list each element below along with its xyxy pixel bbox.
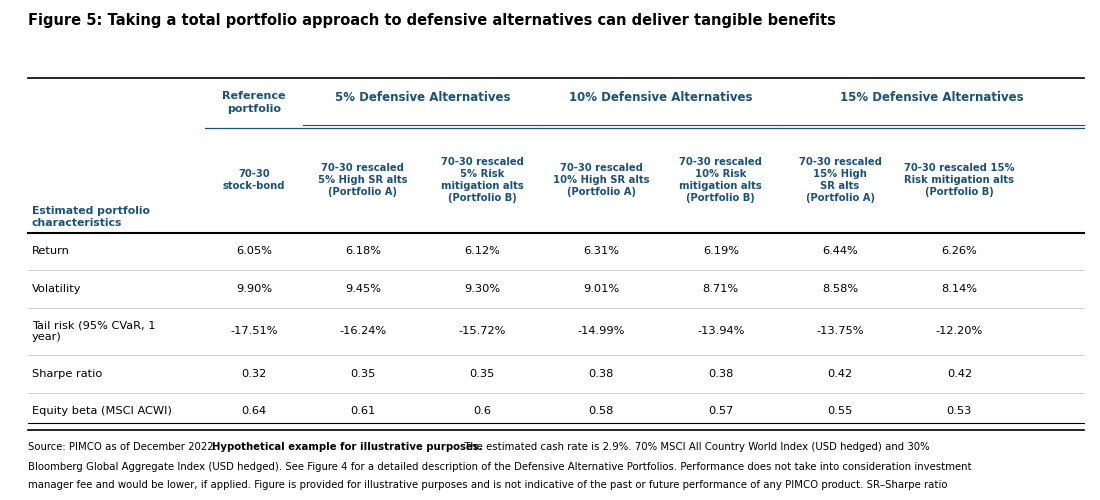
Text: 9.30%: 9.30% — [464, 284, 500, 294]
Text: 0.58: 0.58 — [588, 406, 614, 416]
Text: Sharpe ratio: Sharpe ratio — [32, 368, 102, 379]
Text: 0.57: 0.57 — [708, 406, 734, 416]
Text: 70-30 rescaled
15% High
SR alts
(Portfolio A): 70-30 rescaled 15% High SR alts (Portfol… — [799, 157, 881, 203]
Text: 70-30 rescaled
5% High SR alts
(Portfolio A): 70-30 rescaled 5% High SR alts (Portfoli… — [318, 163, 407, 197]
Text: Tail risk (95% CVaR, 1
year): Tail risk (95% CVaR, 1 year) — [32, 320, 155, 342]
Text: Figure 5: Taking a total portfolio approach to defensive alternatives can delive: Figure 5: Taking a total portfolio appro… — [28, 12, 835, 28]
Text: 6.05%: 6.05% — [236, 246, 272, 256]
Text: -17.51%: -17.51% — [230, 326, 278, 336]
Text: 0.53: 0.53 — [947, 406, 972, 416]
Text: Hypothetical example for illustrative purposes.: Hypothetical example for illustrative pu… — [212, 442, 483, 452]
Text: -14.99%: -14.99% — [578, 326, 625, 336]
Text: Equity beta (MSCI ACWI): Equity beta (MSCI ACWI) — [32, 406, 172, 416]
Text: 70-30 rescaled
10% High SR alts
(Portfolio A): 70-30 rescaled 10% High SR alts (Portfol… — [553, 163, 650, 197]
Text: 70-30
stock-bond: 70-30 stock-bond — [223, 169, 285, 191]
Text: -13.75%: -13.75% — [816, 326, 864, 336]
Text: 6.12%: 6.12% — [464, 246, 500, 256]
Text: 8.58%: 8.58% — [822, 284, 858, 294]
Text: Reference
portfolio: Reference portfolio — [222, 92, 286, 114]
Text: 0.42: 0.42 — [827, 368, 853, 379]
Text: Source: PIMCO as of December 2022.: Source: PIMCO as of December 2022. — [28, 442, 220, 452]
Text: 70-30 rescaled
10% Risk
mitigation alts
(Portfolio B): 70-30 rescaled 10% Risk mitigation alts … — [680, 157, 762, 203]
Text: 6.18%: 6.18% — [344, 246, 381, 256]
Text: Estimated portfolio
characteristics: Estimated portfolio characteristics — [32, 206, 150, 229]
Text: 70-30 rescaled
5% Risk
mitigation alts
(Portfolio B): 70-30 rescaled 5% Risk mitigation alts (… — [441, 157, 524, 203]
Text: -16.24%: -16.24% — [339, 326, 386, 336]
Text: 15% Defensive Alternatives: 15% Defensive Alternatives — [840, 91, 1024, 104]
Text: 5% Defensive Alternatives: 5% Defensive Alternatives — [334, 91, 510, 104]
Text: 9.90%: 9.90% — [235, 284, 272, 294]
Text: 0.55: 0.55 — [827, 406, 853, 416]
Text: 10% Defensive Alternatives: 10% Defensive Alternatives — [570, 91, 752, 104]
Text: 9.01%: 9.01% — [583, 284, 619, 294]
Text: Return: Return — [32, 246, 69, 256]
Text: manager fee and would be lower, if applied. Figure is provided for illustrative : manager fee and would be lower, if appli… — [28, 480, 947, 490]
Text: 6.26%: 6.26% — [942, 246, 977, 256]
Text: 6.19%: 6.19% — [703, 246, 739, 256]
Text: 70-30 rescaled 15%
Risk mitigation alts
(Portfolio B): 70-30 rescaled 15% Risk mitigation alts … — [904, 163, 1014, 197]
Text: 0.35: 0.35 — [350, 368, 375, 379]
Text: -15.72%: -15.72% — [459, 326, 506, 336]
Text: 6.31%: 6.31% — [583, 246, 619, 256]
Text: 0.61: 0.61 — [350, 406, 375, 416]
Text: The estimated cash rate is 2.9%. 70% MSCI All Country World Index (USD hedged) a: The estimated cash rate is 2.9%. 70% MSC… — [461, 442, 930, 452]
Text: 0.38: 0.38 — [708, 368, 734, 379]
Text: Bloomberg Global Aggregate Index (USD hedged). See Figure 4 for a detailed descr: Bloomberg Global Aggregate Index (USD he… — [28, 462, 971, 471]
Text: 0.32: 0.32 — [241, 368, 266, 379]
Text: -12.20%: -12.20% — [936, 326, 983, 336]
Text: -13.94%: -13.94% — [697, 326, 745, 336]
Text: 0.64: 0.64 — [241, 406, 266, 416]
Text: 0.6: 0.6 — [473, 406, 491, 416]
Text: 9.45%: 9.45% — [344, 284, 381, 294]
Text: 0.38: 0.38 — [588, 368, 614, 379]
Text: 8.71%: 8.71% — [703, 284, 739, 294]
Text: Volatility: Volatility — [32, 284, 81, 294]
Text: 6.44%: 6.44% — [822, 246, 858, 256]
Text: 8.14%: 8.14% — [942, 284, 978, 294]
Text: 0.42: 0.42 — [947, 368, 972, 379]
Text: 0.35: 0.35 — [470, 368, 495, 379]
